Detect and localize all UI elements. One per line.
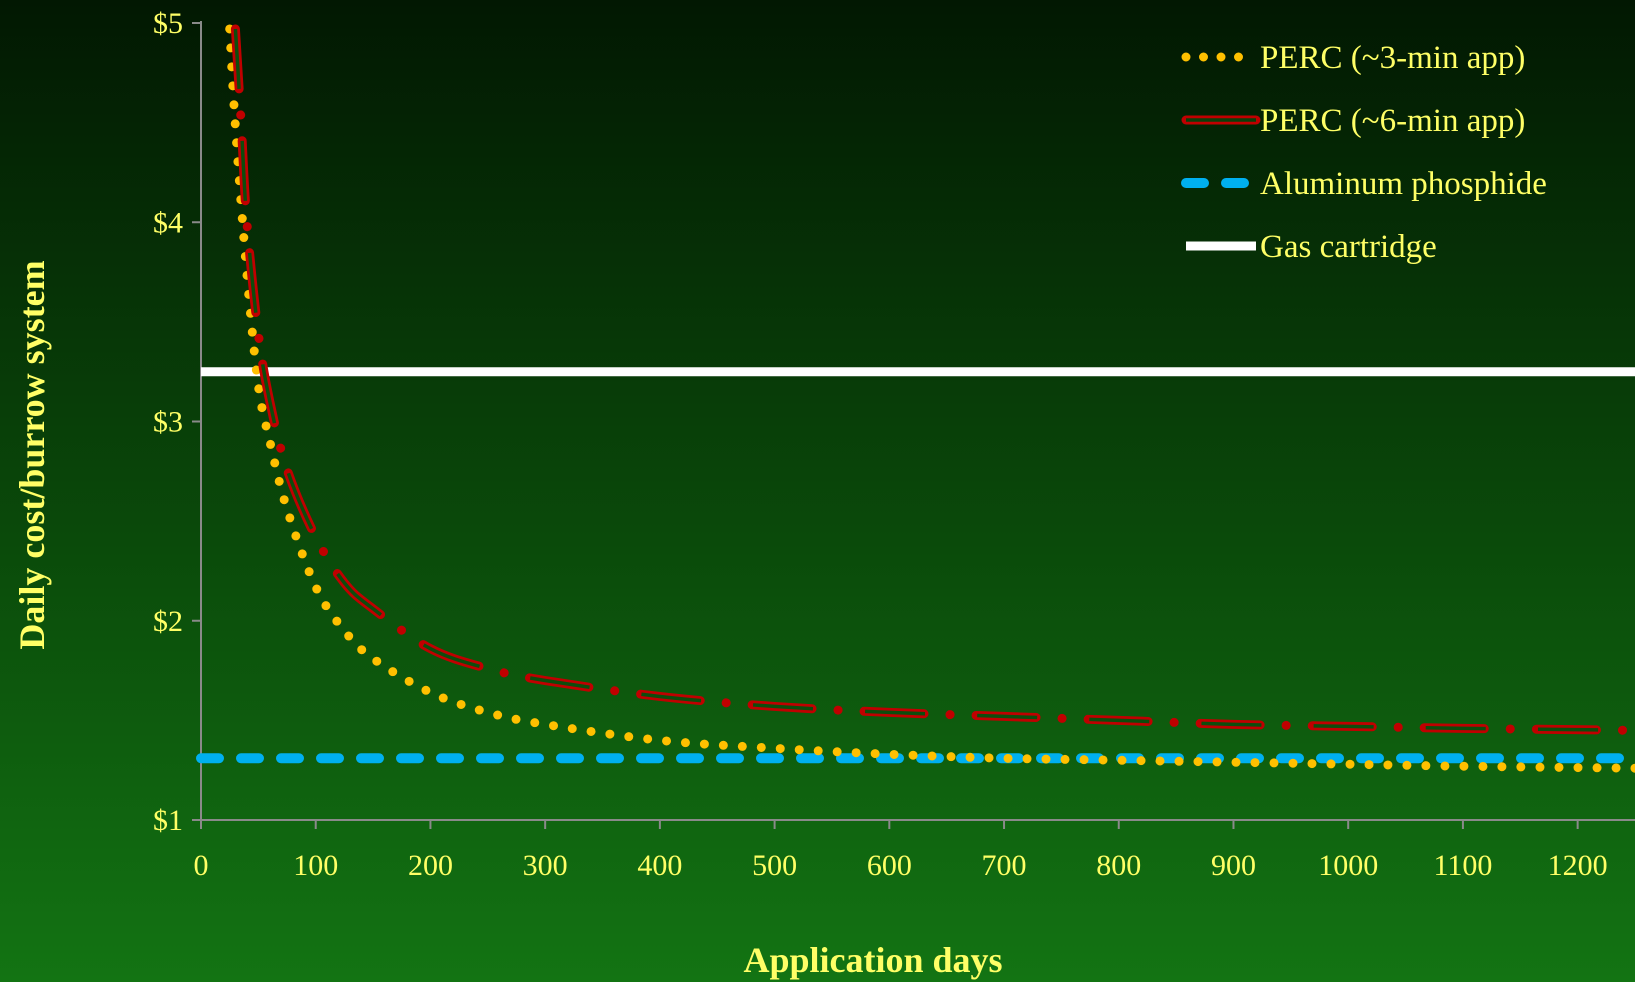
series-layer	[196, 24, 1635, 773]
x-tick-label: 900	[1211, 849, 1256, 882]
y-tick-label: $2	[153, 605, 183, 638]
x-tick-label: 300	[523, 849, 568, 882]
x-axis-title: Application days	[743, 940, 1002, 980]
x-tick-label: 400	[637, 849, 682, 882]
x-tick-label: 0	[194, 849, 209, 882]
x-tick-label: 200	[408, 849, 453, 882]
x-tick-label: 700	[982, 849, 1027, 882]
legend-label-perc-6-min-app: PERC (~6-min app)	[1260, 103, 1525, 139]
series-line-inner-perc-6-min-app	[233, 28, 1635, 733]
y-axis-title: Daily cost/burrow system	[12, 260, 52, 649]
y-tick-label: $4	[153, 206, 183, 239]
x-tick-label: 500	[752, 849, 797, 882]
x-tick-label: 1100	[1433, 849, 1492, 882]
x-tick-label: 600	[867, 849, 912, 882]
x-tick-label: 1200	[1548, 849, 1608, 882]
y-tick-label: $5	[153, 7, 183, 40]
legend: PERC (~3-min app) PERC (~6-min app) Alumin…	[1181, 40, 1547, 265]
y-tick-label: $1	[153, 804, 183, 837]
x-tick-label: 800	[1096, 849, 1141, 882]
y-tick-label: $3	[153, 406, 183, 439]
x-tick-label: 1000	[1318, 849, 1378, 882]
x-tick-label: 100	[293, 849, 338, 882]
legend-label-gas-cartridge: Gas cartridge	[1260, 229, 1437, 265]
legend-label-perc-3-min-app: PERC (~3-min app)	[1260, 40, 1525, 76]
legend-label-aluminum-phosphide: Aluminum phosphide	[1260, 166, 1547, 202]
series-line-perc-3-min-app	[225, 24, 1635, 773]
axes: $1 $2 $3 $4 $5 0 100 200 300 400 500 600 700 800 900 10…	[153, 7, 1635, 882]
